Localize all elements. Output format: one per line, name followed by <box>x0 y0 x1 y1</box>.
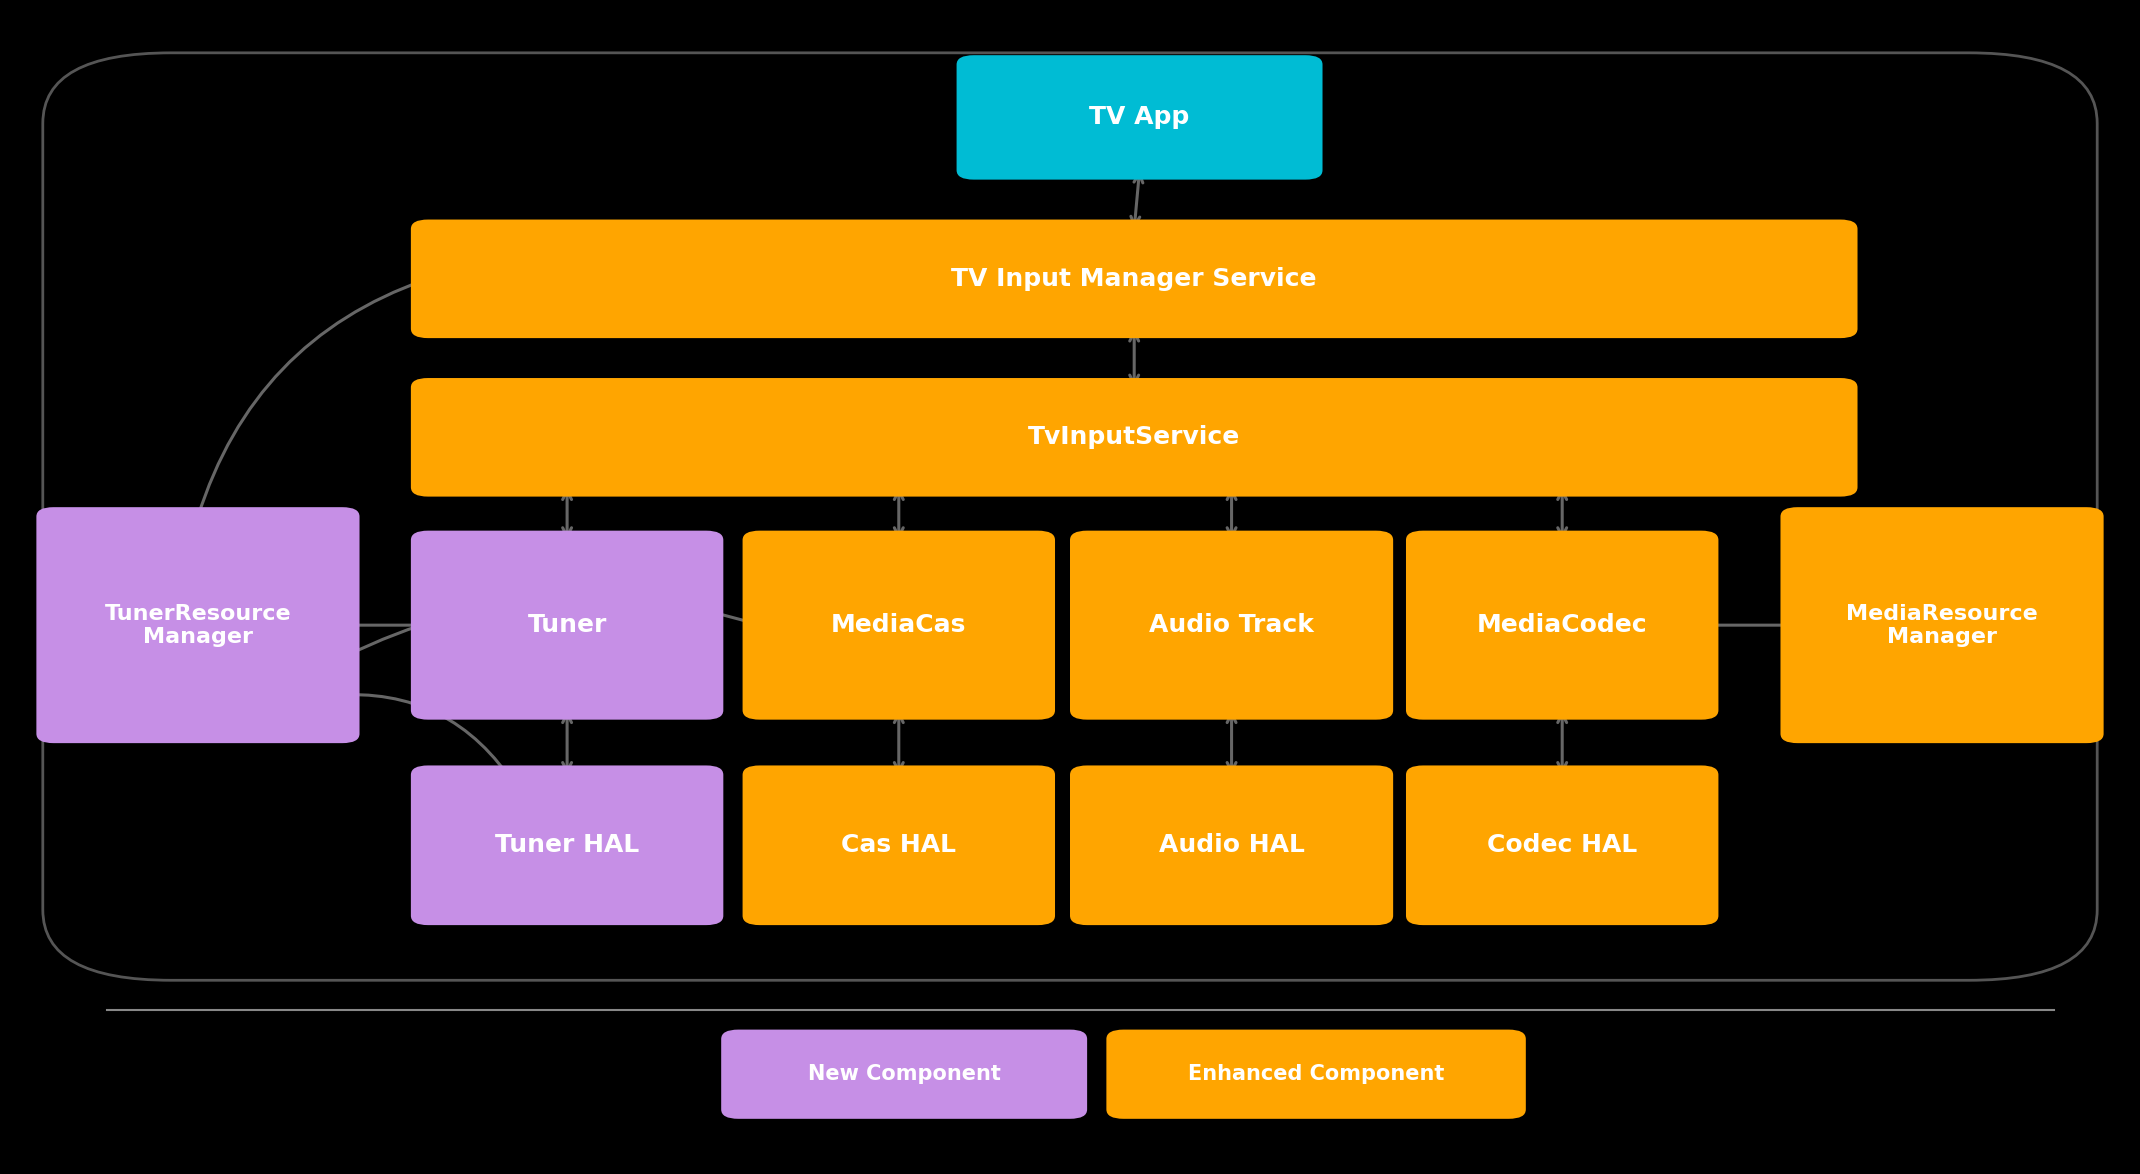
Text: TV App: TV App <box>1089 106 1190 129</box>
Text: MediaCas: MediaCas <box>830 613 967 637</box>
FancyBboxPatch shape <box>1070 765 1393 925</box>
Text: Audio HAL: Audio HAL <box>1158 834 1305 857</box>
FancyBboxPatch shape <box>1406 765 1718 925</box>
FancyBboxPatch shape <box>743 531 1055 720</box>
Text: Tuner: Tuner <box>526 613 608 637</box>
FancyBboxPatch shape <box>1070 531 1393 720</box>
FancyBboxPatch shape <box>411 531 723 720</box>
Text: MediaResource
Manager: MediaResource Manager <box>1847 603 2037 647</box>
FancyBboxPatch shape <box>1106 1030 1526 1119</box>
Text: TV Input Manager Service: TV Input Manager Service <box>952 266 1316 291</box>
Text: New Component: New Component <box>807 1064 1002 1085</box>
FancyBboxPatch shape <box>411 765 723 925</box>
Text: Codec HAL: Codec HAL <box>1487 834 1637 857</box>
Text: Enhanced Component: Enhanced Component <box>1188 1064 1444 1085</box>
FancyBboxPatch shape <box>411 378 1858 497</box>
Text: Tuner HAL: Tuner HAL <box>494 834 640 857</box>
Text: Audio Track: Audio Track <box>1149 613 1314 637</box>
FancyBboxPatch shape <box>721 1030 1087 1119</box>
FancyBboxPatch shape <box>1780 507 2104 743</box>
FancyBboxPatch shape <box>36 507 360 743</box>
FancyBboxPatch shape <box>411 220 1858 338</box>
Text: TvInputService: TvInputService <box>1027 425 1241 450</box>
FancyBboxPatch shape <box>957 55 1323 180</box>
Text: TunerResource
Manager: TunerResource Manager <box>105 603 291 647</box>
Text: Cas HAL: Cas HAL <box>841 834 957 857</box>
FancyBboxPatch shape <box>1406 531 1718 720</box>
FancyBboxPatch shape <box>743 765 1055 925</box>
Text: MediaCodec: MediaCodec <box>1477 613 1648 637</box>
